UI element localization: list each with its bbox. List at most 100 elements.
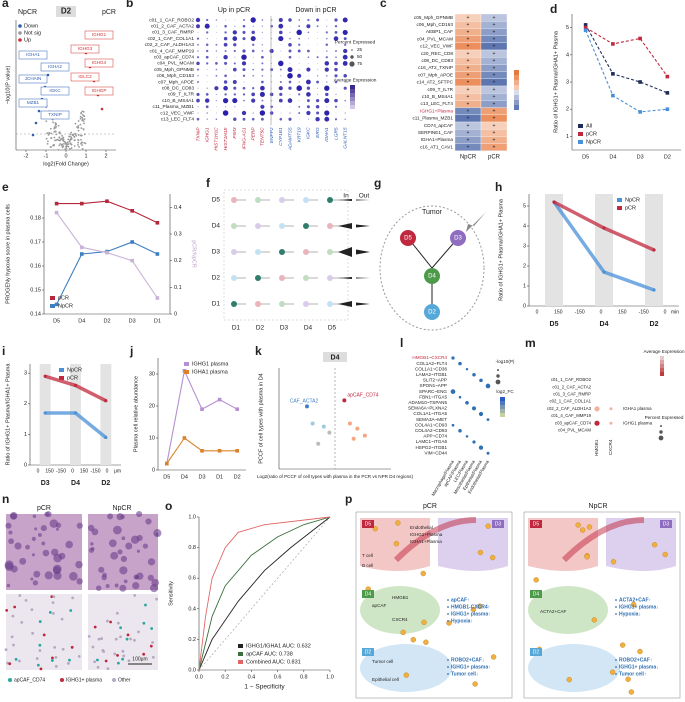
gene-box — [84, 86, 114, 96]
data-point — [217, 449, 222, 453]
expr-dot — [278, 30, 283, 35]
y-tick-label: 3 — [566, 79, 569, 85]
he-nucleus — [110, 551, 119, 560]
data-point — [54, 201, 59, 206]
scatter-point — [321, 424, 326, 429]
expr-dot — [343, 74, 347, 78]
gene-box — [40, 86, 70, 96]
expr-dot — [196, 37, 200, 40]
expr-dot — [298, 25, 301, 28]
note-bullet — [447, 613, 449, 615]
he-nucleus — [19, 557, 27, 565]
expr-dot — [259, 91, 265, 97]
expr-dot — [270, 68, 274, 72]
pair-dot — [465, 367, 469, 371]
ihc-cell — [116, 621, 120, 625]
x-tick-label: D5 — [53, 318, 60, 324]
col-label: D5 — [328, 325, 337, 332]
in-label: In — [343, 193, 349, 200]
he-nucleus — [41, 541, 46, 546]
data-point — [130, 240, 134, 244]
expr-dot — [269, 111, 274, 115]
volcano-dot — [62, 145, 65, 148]
pair-label: VIM~CD44 — [424, 450, 447, 455]
expr-dot — [344, 93, 346, 95]
data-point — [73, 383, 78, 388]
x-subtick-label: 0 — [37, 468, 40, 474]
volcano-dot — [58, 144, 61, 147]
expr-dot — [287, 73, 293, 79]
legend-dot — [112, 678, 116, 682]
expr-dot — [317, 44, 319, 46]
he-nucleus — [147, 574, 154, 581]
he-nucleus — [136, 549, 140, 553]
expr-dot — [334, 105, 338, 108]
ihc-cell — [51, 656, 54, 660]
expr-dot — [288, 80, 292, 84]
he-nucleus — [119, 566, 128, 575]
ihc-cell — [35, 657, 39, 660]
volcano-dot — [45, 120, 48, 122]
row-label: c14_AT2_SFTPC — [417, 80, 454, 85]
note-bullet — [447, 659, 449, 661]
data-point — [235, 449, 239, 453]
x-unit: min — [671, 309, 679, 315]
colorbar — [350, 97, 355, 101]
title-bg — [56, 6, 76, 17]
ihc-cell — [115, 611, 119, 615]
expr-dot — [316, 111, 320, 115]
node — [327, 197, 333, 203]
x-tick-label: D2 — [664, 154, 671, 160]
volcano-dot — [61, 134, 64, 137]
volcano-dot — [70, 137, 73, 140]
x-tick-label: 0.6 — [274, 674, 282, 680]
expr-dot — [306, 105, 310, 109]
expr-dot — [344, 25, 346, 27]
legend-swatch — [184, 370, 189, 374]
cell — [395, 520, 401, 526]
volcano-dot — [82, 128, 85, 131]
volcano-dot — [68, 140, 71, 142]
group-header: Up in pCR — [218, 7, 250, 14]
colorbar — [514, 85, 519, 90]
cell — [472, 681, 478, 687]
x-subtick-label: 150 — [554, 309, 563, 315]
expr-dot — [335, 87, 337, 89]
expr-dot — [242, 86, 246, 90]
colorbar — [350, 105, 355, 109]
volcano-dot — [57, 124, 60, 127]
volcano-dot — [67, 138, 70, 141]
volcano-dot — [77, 134, 80, 136]
expr-dot — [278, 17, 283, 23]
x-tick-label: D2 — [650, 321, 659, 328]
y-tick-label: 2 — [523, 263, 526, 269]
ihc-cell — [142, 652, 146, 656]
expr-dot — [215, 56, 217, 58]
row-label: c01_4_CAF_MMP19 — [149, 48, 194, 54]
y-tick-label: 0.4 — [188, 606, 196, 612]
volcano-dot — [77, 138, 79, 141]
volcano-dot — [66, 141, 69, 144]
expr-dot — [324, 116, 330, 122]
note-bullet — [447, 666, 449, 668]
expr-dot — [196, 68, 200, 71]
expr-dot — [298, 62, 300, 64]
expr-dot — [307, 56, 310, 59]
volcano-dot — [57, 148, 60, 151]
row-label: D1 — [212, 301, 221, 308]
x-tick-label: -1 — [44, 153, 49, 159]
row-label: c11_Plasma_MZB1 — [412, 116, 453, 121]
colorbar — [660, 356, 664, 360]
x-tick-label: D2 — [101, 480, 110, 487]
x-subtick-label: 0 — [664, 309, 667, 315]
expr-dot — [298, 118, 300, 120]
legend-label: 50 — [357, 54, 363, 59]
row-label: IGHG1+Plasma — [420, 108, 453, 113]
he-nucleus — [8, 530, 13, 535]
legend-title: Percent Expressed — [335, 39, 376, 45]
data-point — [105, 250, 109, 255]
he-nucleus — [33, 570, 41, 578]
ihc-cell — [93, 660, 97, 664]
volcano-dot — [55, 123, 58, 125]
zone-tag — [362, 590, 374, 598]
